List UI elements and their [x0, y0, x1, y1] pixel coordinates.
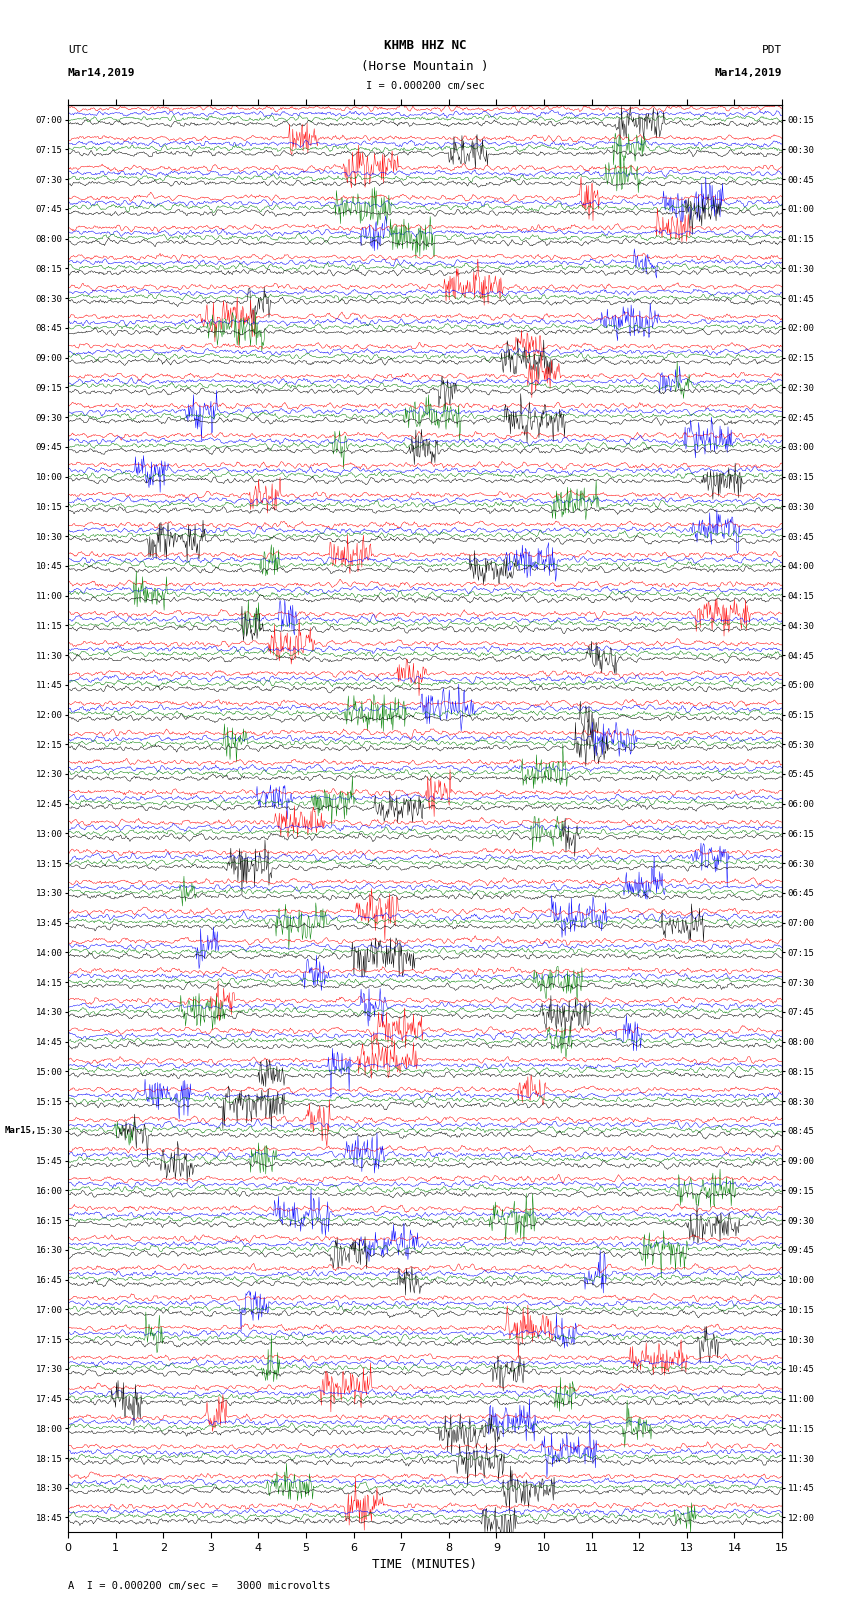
- Text: I = 0.000200 cm/sec: I = 0.000200 cm/sec: [366, 81, 484, 90]
- Text: Mar14,2019: Mar14,2019: [68, 68, 135, 77]
- Text: (Horse Mountain ): (Horse Mountain ): [361, 60, 489, 73]
- Text: UTC: UTC: [68, 45, 88, 55]
- Text: A  I = 0.000200 cm/sec =   3000 microvolts: A I = 0.000200 cm/sec = 3000 microvolts: [68, 1581, 331, 1590]
- Text: KHMB HHZ NC: KHMB HHZ NC: [383, 39, 467, 52]
- Text: PDT: PDT: [762, 45, 782, 55]
- Text: Mar15,: Mar15,: [4, 1126, 37, 1136]
- Text: Mar14,2019: Mar14,2019: [715, 68, 782, 77]
- X-axis label: TIME (MINUTES): TIME (MINUTES): [372, 1558, 478, 1571]
